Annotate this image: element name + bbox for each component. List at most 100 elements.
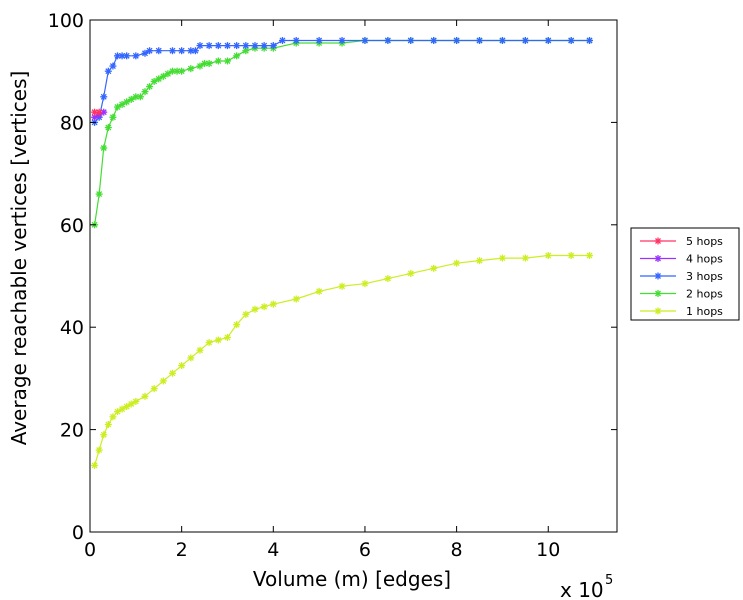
- data-point: [104, 67, 112, 75]
- data-point: [214, 336, 222, 344]
- data-point: [498, 254, 506, 262]
- data-point: [214, 57, 222, 65]
- data-point: [123, 52, 131, 60]
- data-point: [168, 67, 176, 75]
- legend-item: 4 hops: [640, 253, 723, 266]
- data-point: [233, 52, 241, 60]
- data-point: [292, 295, 300, 303]
- legend-box: [630, 227, 740, 321]
- data-point: [407, 269, 415, 277]
- data-point: [136, 93, 144, 101]
- data-point: [260, 42, 268, 50]
- data-point: [233, 42, 241, 50]
- data-point: [141, 88, 149, 96]
- legend-label: 4 hops: [686, 253, 723, 266]
- data-point: [100, 431, 108, 439]
- legend-item: 1 hops: [640, 305, 723, 318]
- y-ticks: 0 20 40 60 80 100: [48, 10, 617, 544]
- data-point: [338, 36, 346, 44]
- data-point: [453, 259, 461, 267]
- legend-marker: [654, 272, 662, 280]
- legend-label: 1 hops: [686, 305, 723, 318]
- data-point: [168, 47, 176, 55]
- data-point: [123, 98, 131, 106]
- data-point: [159, 72, 167, 80]
- data-point: [168, 369, 176, 377]
- plot-frame: [89, 19, 618, 533]
- x-tick-label: 10: [536, 539, 560, 561]
- y-tick-label: 20: [60, 420, 84, 442]
- data-point: [150, 385, 158, 393]
- data-point: [223, 333, 231, 341]
- data-point: [315, 287, 323, 295]
- data-point: [453, 36, 461, 44]
- data-point: [100, 144, 108, 152]
- legend-label: 3 hops: [686, 270, 723, 283]
- data-point: [159, 377, 167, 385]
- plot-area: [90, 20, 617, 532]
- data-point: [118, 52, 126, 60]
- data-point: [95, 108, 103, 116]
- series-5-hops: [91, 108, 103, 116]
- legend-label: 2 hops: [686, 288, 723, 301]
- data-point: [251, 42, 259, 50]
- data-point: [91, 461, 99, 469]
- data-point: [109, 62, 117, 70]
- data-point: [544, 252, 552, 260]
- data-point: [109, 413, 117, 421]
- data-point: [233, 321, 241, 329]
- y-tick-label: 60: [60, 215, 84, 237]
- x-multiplier: x 10 5: [560, 573, 613, 600]
- data-point: [521, 36, 529, 44]
- data-point: [178, 47, 186, 55]
- x-tick-label: 0: [84, 539, 96, 561]
- data-point: [361, 280, 369, 288]
- data-point: [214, 42, 222, 50]
- data-point: [191, 47, 199, 55]
- data-point: [196, 42, 204, 50]
- data-point: [95, 446, 103, 454]
- data-point: [100, 93, 108, 101]
- data-point: [223, 42, 231, 50]
- data-point: [205, 339, 213, 347]
- data-point: [146, 47, 154, 55]
- data-point: [123, 403, 131, 411]
- legend-item: 3 hops: [640, 270, 723, 283]
- data-point: [196, 346, 204, 354]
- data-point: [430, 36, 438, 44]
- data-point: [278, 36, 286, 44]
- data-point: [242, 42, 250, 50]
- data-point: [178, 67, 186, 75]
- series-layer: [91, 36, 594, 469]
- y-tick-label: 80: [60, 112, 84, 134]
- data-point: [127, 400, 135, 408]
- series-1-hops: [91, 252, 594, 469]
- data-point: [567, 252, 575, 260]
- y-tick-label: 0: [72, 522, 84, 544]
- legend-label: 5 hops: [686, 235, 723, 248]
- data-point: [187, 65, 195, 73]
- x-multiplier-exponent: 5: [605, 573, 613, 588]
- data-point: [95, 190, 103, 198]
- data-point: [544, 36, 552, 44]
- data-point: [586, 36, 594, 44]
- data-point: [384, 36, 392, 44]
- x-tick-label: 8: [451, 539, 463, 561]
- x-multiplier-label: x 10: [560, 578, 604, 600]
- data-point: [292, 36, 300, 44]
- data-point: [251, 305, 259, 313]
- data-point: [521, 254, 529, 262]
- legend-marker: [654, 255, 662, 262]
- data-point: [223, 57, 231, 65]
- data-point: [118, 100, 126, 108]
- data-point: [205, 60, 213, 68]
- data-point: [104, 420, 112, 428]
- y-tick-label: 40: [60, 317, 84, 339]
- x-tick-label: 2: [176, 539, 188, 561]
- data-point: [338, 282, 346, 290]
- data-point: [242, 310, 250, 318]
- data-point: [118, 405, 126, 413]
- x-tick-label: 4: [267, 539, 279, 561]
- data-point: [155, 47, 163, 55]
